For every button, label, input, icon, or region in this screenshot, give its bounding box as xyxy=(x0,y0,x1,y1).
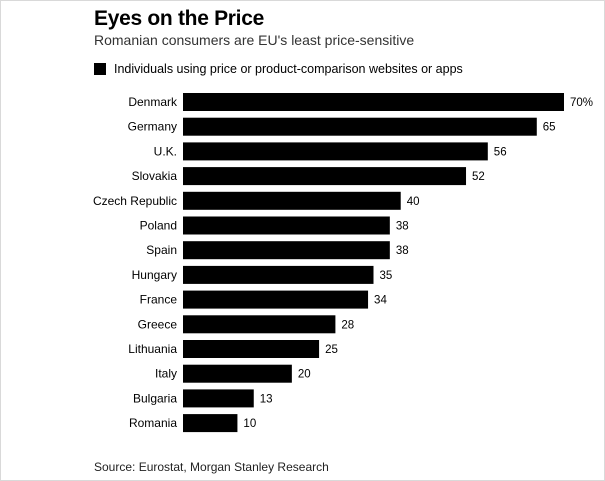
category-label: Romania xyxy=(129,416,177,430)
bar xyxy=(183,142,488,161)
chart-title: Eyes on the Price xyxy=(94,7,264,30)
category-label: Poland xyxy=(140,219,177,233)
category-label: Czech Republic xyxy=(93,194,177,208)
value-label: 28 xyxy=(341,319,354,331)
value-label: 38 xyxy=(396,221,409,233)
bar xyxy=(183,216,390,235)
bar xyxy=(183,167,467,186)
bar xyxy=(183,414,238,433)
value-label: 10 xyxy=(243,418,256,430)
value-label: 56 xyxy=(494,146,507,158)
bar xyxy=(183,364,292,383)
source-note: Source: Eurostat, Morgan Stanley Researc… xyxy=(94,460,329,474)
value-label: 40 xyxy=(407,196,420,208)
category-label: Germany xyxy=(128,120,177,134)
category-label: Hungary xyxy=(132,268,177,282)
category-label: Slovakia xyxy=(132,169,178,183)
bar xyxy=(183,117,537,136)
category-label: Bulgaria xyxy=(133,391,177,405)
value-label: 70% xyxy=(570,97,593,109)
category-label: U.K. xyxy=(154,144,177,158)
bar xyxy=(183,389,254,408)
legend-swatch xyxy=(94,63,106,75)
value-label: 34 xyxy=(374,295,387,307)
bar xyxy=(183,340,320,358)
value-label: 38 xyxy=(396,245,409,257)
legend-label: Individuals using price or product-compa… xyxy=(114,62,463,76)
category-label: Denmark xyxy=(128,95,178,109)
category-label: Greece xyxy=(138,317,178,331)
bar xyxy=(183,191,401,210)
legend: Individuals using price or product-compa… xyxy=(94,62,463,76)
bar xyxy=(183,241,390,260)
value-label: 25 xyxy=(325,344,338,356)
category-label: Italy xyxy=(155,367,177,381)
bar xyxy=(183,93,564,111)
category-label: Spain xyxy=(146,243,177,257)
bar xyxy=(183,290,369,309)
bar xyxy=(183,265,374,284)
value-label: 65 xyxy=(543,122,556,134)
value-label: 20 xyxy=(298,369,311,381)
value-label: 52 xyxy=(472,171,485,183)
bar xyxy=(183,315,336,334)
category-label: France xyxy=(140,293,178,307)
value-label: 13 xyxy=(260,393,273,405)
category-label: Lithuania xyxy=(128,342,177,356)
chart-subtitle: Romanian consumers are EU's least price-… xyxy=(94,32,415,48)
value-label: 35 xyxy=(380,270,393,282)
